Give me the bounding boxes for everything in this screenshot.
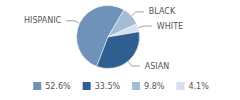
svg-text:BLACK: BLACK [149,7,176,16]
svg-text:9.8%: 9.8% [144,82,165,91]
svg-text:ASIAN: ASIAN [145,62,169,71]
svg-text:52.6%: 52.6% [45,82,71,91]
svg-text:33.5%: 33.5% [95,82,121,91]
svg-text:WHITE: WHITE [157,22,183,31]
svg-text:HISPANIC: HISPANIC [24,16,62,25]
svg-text:4.1%: 4.1% [188,82,209,91]
